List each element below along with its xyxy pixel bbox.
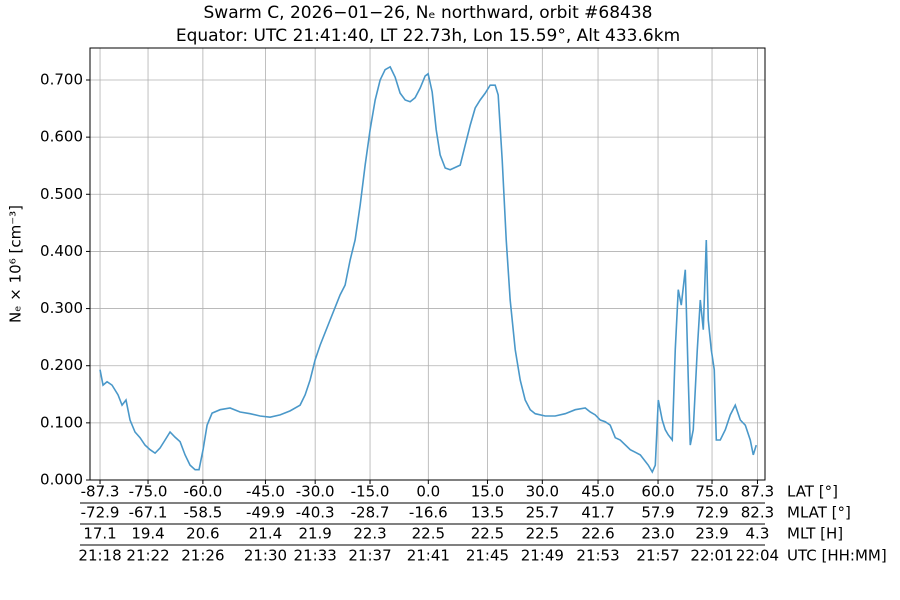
chart-subtitle: Equator: UTC 21:41:40, LT 22.73h, Lon 15… xyxy=(176,26,680,46)
x-tick-label: 30.0 xyxy=(526,483,559,501)
x-tick-label: -67.1 xyxy=(129,504,168,522)
x-tick-label: 22.5 xyxy=(526,525,559,543)
x-tick-label: 82.3 xyxy=(741,504,774,522)
y-tick-label: 0.600 xyxy=(40,128,83,146)
y-tick-label: 0.100 xyxy=(40,413,83,431)
x-tick-label: 21:26 xyxy=(181,547,224,565)
y-tick-label: 0.500 xyxy=(40,185,83,203)
x-tick-label: -28.7 xyxy=(351,504,390,522)
x-tick-label: 21:49 xyxy=(521,547,564,565)
x-tick-label: 21:37 xyxy=(348,547,391,565)
x-tick-label: 23.9 xyxy=(695,525,728,543)
x-tick-label: 0.0 xyxy=(416,483,440,501)
x-tick-label: 41.7 xyxy=(581,504,614,522)
y-tick-label: 0.200 xyxy=(40,356,83,374)
x-tick-label: 87.3 xyxy=(741,483,774,501)
y-tick-label: 0.300 xyxy=(40,299,83,317)
x-tick-label: -87.3 xyxy=(81,483,120,501)
x-tick-label: 22.5 xyxy=(471,525,504,543)
x-tick-label: -75.0 xyxy=(129,483,168,501)
x-tick-label: 4.3 xyxy=(746,525,770,543)
x-tick-label: 21:57 xyxy=(636,547,679,565)
y-tick-label: 0.700 xyxy=(40,71,83,89)
x-tick-label: 72.9 xyxy=(695,504,728,522)
y-tick-label: 0.000 xyxy=(40,471,83,489)
x-tick-label: 19.4 xyxy=(131,525,164,543)
x-tick-label: -45.0 xyxy=(246,483,285,501)
x-tick-label: -58.5 xyxy=(183,504,222,522)
x-tick-label: 21.4 xyxy=(249,525,282,543)
x-tick-label: -15.0 xyxy=(351,483,390,501)
x-tick-label: 22.6 xyxy=(581,525,614,543)
x-tick-label: -72.9 xyxy=(81,504,120,522)
x-row-name: MLAT [°] xyxy=(787,504,851,522)
chart-title: Swarm C, 2026−01−26, Nₑ northward, orbit… xyxy=(204,3,653,23)
x-tick-label: 22.5 xyxy=(412,525,445,543)
x-tick-label: 17.1 xyxy=(83,525,116,543)
x-tick-label: 21:22 xyxy=(126,547,169,565)
data-line xyxy=(99,65,758,474)
x-tick-label: 75.0 xyxy=(695,483,728,501)
x-tick-label: 15.0 xyxy=(471,483,504,501)
x-tick-label: 60.0 xyxy=(641,483,674,501)
y-axis-label: Nₑ × 10⁶ [cm⁻³] xyxy=(7,205,25,323)
x-tick-label: 22:01 xyxy=(690,547,733,565)
x-tick-label: 45.0 xyxy=(581,483,614,501)
x-tick-label: 25.7 xyxy=(526,504,559,522)
plot-frame xyxy=(89,47,766,481)
x-tick-label: 21:18 xyxy=(78,547,121,565)
x-row-name: LAT [°] xyxy=(787,483,838,501)
x-tick-label: 21:41 xyxy=(407,547,450,565)
x-axis-label: UTC [HH:MM] xyxy=(787,547,887,565)
x-tick-label: 13.5 xyxy=(471,504,504,522)
x-tick-label: 21:53 xyxy=(576,547,619,565)
x-tick-label: 21:45 xyxy=(466,547,509,565)
x-tick-label: -49.9 xyxy=(246,504,285,522)
x-tick-label: -16.6 xyxy=(409,504,448,522)
x-tick-label: -60.0 xyxy=(183,483,222,501)
x-tick-label: -40.3 xyxy=(296,504,335,522)
x-tick-label: -30.0 xyxy=(296,483,335,501)
x-tick-label: 21:30 xyxy=(244,547,287,565)
x-tick-label: 21.9 xyxy=(298,525,331,543)
x-tick-label: 22:04 xyxy=(736,547,779,565)
x-tick-label: 21:33 xyxy=(294,547,337,565)
y-tick-label: 0.400 xyxy=(40,242,83,260)
x-tick-label: 23.0 xyxy=(641,525,674,543)
x-row-name: MLT [H] xyxy=(787,525,843,543)
x-tick-label: 20.6 xyxy=(186,525,219,543)
x-tick-label: 57.9 xyxy=(641,504,674,522)
x-tick-label: 22.3 xyxy=(353,525,386,543)
